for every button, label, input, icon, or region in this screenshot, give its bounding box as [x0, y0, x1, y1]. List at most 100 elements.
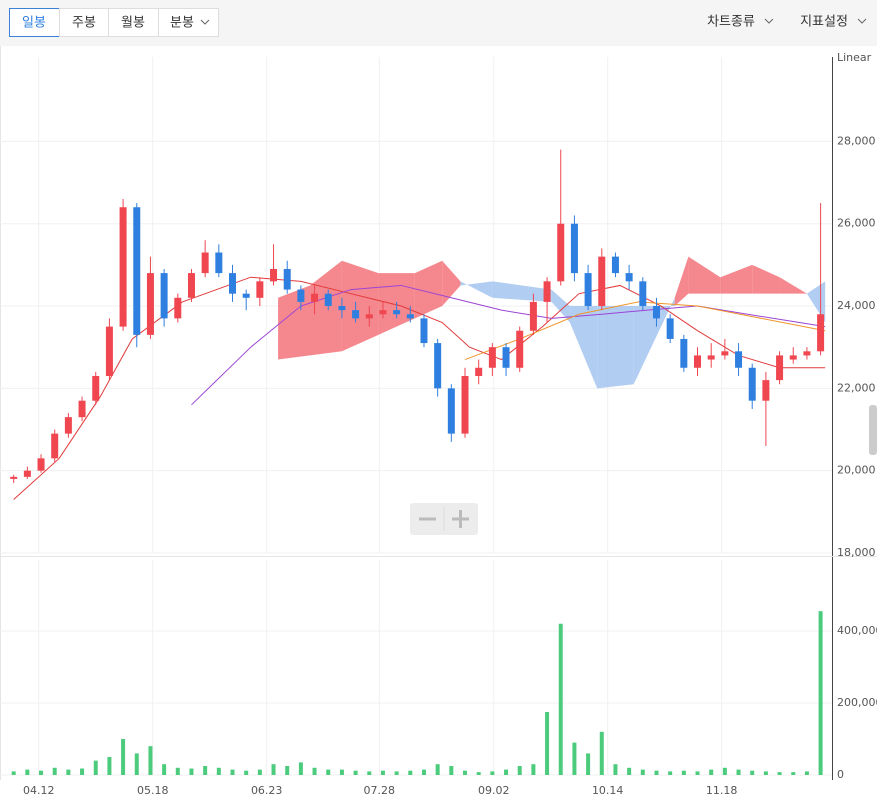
tab-label[interactable]: 주봉: [72, 16, 96, 31]
volume-bar: [134, 753, 139, 775]
volume-bar: [408, 770, 413, 775]
candle-body: [762, 380, 770, 401]
tab-label[interactable]: 월봉: [121, 16, 145, 31]
volume-bar: [818, 611, 823, 775]
x-tick-label: 06.23: [251, 784, 283, 797]
candle-body: [803, 351, 811, 356]
cloud-segment: [414, 260, 443, 319]
candle-body: [598, 256, 606, 307]
candle-body: [666, 318, 674, 339]
candle-body: [338, 306, 346, 311]
cloud-segment: [633, 306, 662, 385]
indicator-menu[interactable]: 지표설정: [800, 15, 848, 30]
candle-body: [160, 273, 168, 319]
candle-body: [652, 306, 660, 319]
candle-body: [584, 273, 592, 307]
candle-body: [502, 347, 510, 368]
volume-bar: [244, 770, 249, 775]
candle-body: [461, 376, 469, 434]
y-tick-label: 200,000: [837, 696, 877, 709]
volume-bar: [80, 768, 85, 775]
cloud-segment: [310, 260, 342, 356]
chart-type-menu[interactable]: 차트종류: [707, 15, 755, 30]
candle-body: [297, 289, 305, 302]
candle-body: [379, 310, 387, 315]
tab-group[interactable]: [59, 8, 219, 37]
volume-bar: [476, 772, 481, 775]
volume-bar: [709, 769, 714, 775]
cloud-segment: [460, 281, 493, 298]
volume-bar: [613, 764, 618, 775]
cloud-segment: [688, 256, 721, 294]
volume-bar: [736, 769, 741, 775]
candle-body: [311, 293, 319, 302]
candle-body: [215, 252, 223, 274]
cloud-segment: [569, 306, 598, 389]
volume-bar: [25, 769, 30, 775]
volume-bar: [504, 769, 509, 775]
volume-bar: [121, 738, 126, 775]
volume-bar: [572, 742, 577, 775]
candle-body: [776, 355, 784, 381]
volume-bar: [421, 769, 426, 775]
volume-bar: [586, 753, 591, 775]
volume-bar: [490, 771, 495, 775]
volume-bar: [517, 765, 522, 775]
candle-body: [283, 268, 291, 290]
candle-body: [37, 458, 45, 471]
volume-bar: [257, 769, 262, 775]
scroll-handle[interactable]: [869, 405, 877, 455]
candle-body: [10, 476, 18, 479]
volume-bar: [777, 772, 782, 775]
volume-bar: [722, 767, 727, 775]
candle-body: [119, 207, 127, 327]
candle-body: [174, 297, 182, 319]
volume-bar: [230, 769, 235, 775]
volume-bar: [558, 623, 563, 775]
candle-body: [707, 355, 715, 360]
chevron: [764, 18, 774, 24]
tab-label[interactable]: 일봉: [22, 16, 46, 31]
tab-label[interactable]: 분봉: [170, 16, 194, 31]
candle-body: [694, 355, 702, 368]
cloud-segment: [720, 264, 753, 294]
volume-bar: [695, 771, 700, 775]
volume-bar: [654, 770, 659, 775]
volume-bar: [394, 771, 399, 775]
candle-body: [817, 314, 825, 352]
volume-bar: [668, 771, 673, 775]
tab-daily[interactable]: [9, 8, 60, 37]
candle-body: [488, 347, 496, 368]
candle-body: [352, 310, 360, 319]
y-tick-label: 22,000: [837, 381, 876, 394]
cloud-segment: [752, 264, 780, 294]
volume-bar: [107, 756, 112, 775]
x-tick-label: 07.28: [364, 784, 396, 797]
plot: 18,000 20,000 22,000 24,000 26,000 28,000 0 200…: [0, 57, 877, 797]
volume-bar: [380, 770, 385, 775]
cloud-segment: [779, 277, 807, 294]
volume-bar: [203, 765, 208, 775]
candle-body: [529, 301, 537, 331]
candle-body: [543, 281, 551, 302]
volume-bar: [326, 769, 331, 775]
chevron: [857, 18, 867, 24]
candle-body: [721, 351, 729, 356]
y-tick-label: 18,000: [837, 546, 876, 559]
cloud-segment: [661, 297, 675, 327]
candle-body: [789, 355, 797, 360]
cloud-segment: [278, 285, 311, 360]
volume-bar: [599, 731, 604, 775]
y-tick-label: 20,000: [837, 464, 876, 477]
candle-body: [434, 343, 442, 389]
x-tick-label: 09.02: [478, 784, 510, 797]
volume-bar: [271, 764, 276, 775]
candle-body: [406, 314, 414, 319]
y-tick-label: 26,000: [837, 217, 876, 230]
x-tick-label: 05.18: [137, 784, 169, 797]
volume-bar: [148, 746, 153, 775]
volume-bar: [93, 760, 98, 775]
volume-bar: [339, 769, 344, 775]
y-tick-label: 0: [837, 768, 844, 781]
